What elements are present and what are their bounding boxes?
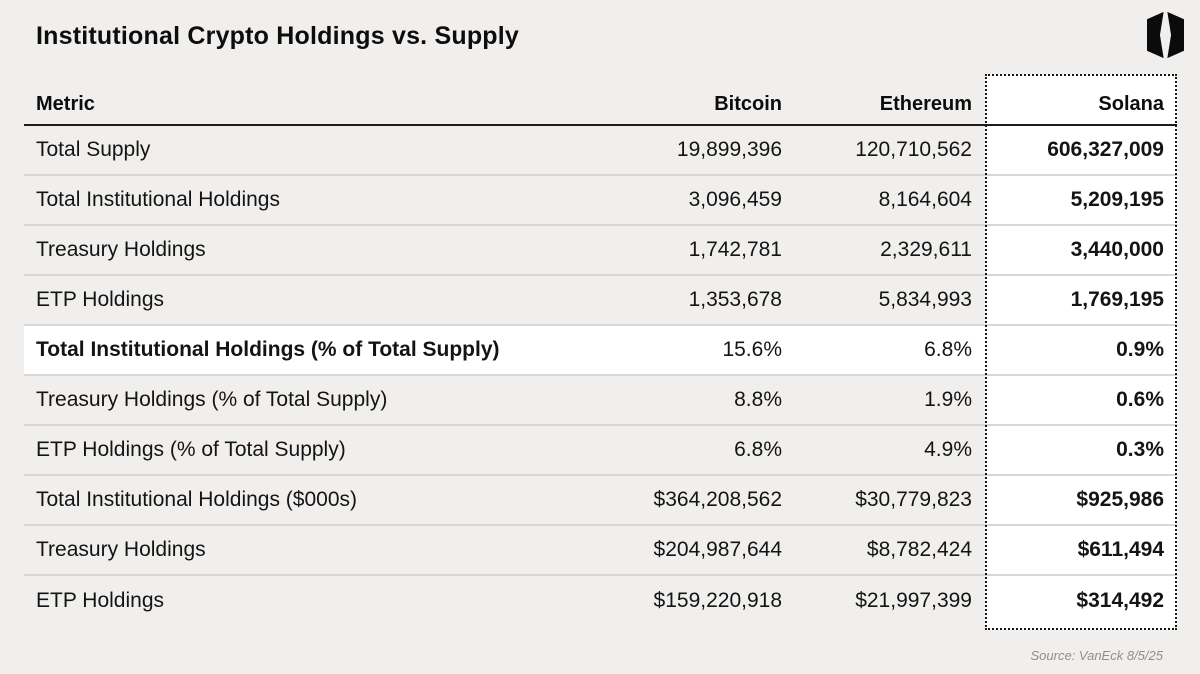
metric-cell: Total Institutional Holdings ($000s): [36, 488, 358, 511]
source-note: Source: VanEck 8/5/25: [1030, 648, 1164, 663]
column-header-metric: Metric: [36, 92, 95, 115]
solana-value-cell: $611,494: [1077, 538, 1164, 561]
table-row: ETP Holdings $159,220,918 $21,997,399 $314,…: [24, 576, 1177, 626]
solana-value-cell: 0.9%: [1116, 338, 1164, 361]
table-row: Treasury Holdings 1,742,781 2,329,611 3,440…: [24, 226, 1177, 276]
table-rows: Total Supply 19,899,396 120,710,562 606,327…: [24, 126, 1177, 626]
column-header-solana: Solana: [1098, 92, 1164, 115]
ethereum-value-cell: 6.8%: [924, 338, 972, 361]
bitcoin-value-cell: 6.8%: [734, 438, 782, 461]
ethereum-value-cell: $21,997,399: [855, 589, 972, 612]
table-row: Treasury Holdings $204,987,644 $8,782,424 $…: [24, 526, 1177, 576]
metric-cell: Treasury Holdings: [36, 238, 206, 261]
column-header-bitcoin: Bitcoin: [714, 92, 782, 115]
table-row: ETP Holdings (% of Total Supply) 6.8% 4.9%…: [24, 426, 1177, 476]
bitcoin-value-cell: 3,096,459: [688, 188, 782, 211]
vaneck-logo-icon: [1147, 10, 1184, 60]
bitcoin-value-cell: $204,987,644: [653, 538, 782, 561]
metric-cell: Total Institutional Holdings: [36, 188, 280, 211]
ethereum-value-cell: 120,710,562: [855, 138, 972, 161]
metric-cell: ETP Holdings: [36, 288, 165, 311]
table-row: Treasury Holdings (% of Total Supply) 8.8…: [24, 376, 1177, 426]
ethereum-value-cell: 8,164,604: [878, 188, 972, 211]
bitcoin-value-cell: 8.8%: [734, 388, 782, 411]
bitcoin-value-cell: 1,742,781: [688, 238, 782, 261]
metric-cell: Total Institutional Holdings (% of Total…: [36, 338, 500, 361]
ethereum-value-cell: 2,329,611: [880, 238, 972, 261]
solana-value-cell: 1,769,195: [1070, 288, 1164, 311]
table-row: ETP Holdings 1,353,678 5,834,993 1,769,195: [24, 276, 1177, 326]
metric-cell: ETP Holdings (% of Total Supply): [36, 438, 346, 461]
holdings-table: Metric Bitcoin Ethereum Solana Total Sup…: [24, 84, 1177, 626]
bitcoin-value-cell: 1,353,678: [688, 288, 782, 311]
metric-cell: ETP Holdings: [36, 589, 165, 612]
metric-cell: Treasury Holdings (% of Total Supply): [36, 388, 388, 411]
column-header-ethereum: Ethereum: [879, 92, 972, 115]
table-row: Total Institutional Holdings (% of Total…: [24, 326, 1177, 376]
solana-value-cell: 0.6%: [1116, 388, 1164, 411]
solana-value-cell: $925,986: [1076, 488, 1164, 511]
ethereum-value-cell: $8,782,424: [866, 538, 972, 561]
table-header-row: Metric Bitcoin Ethereum Solana: [24, 84, 1177, 126]
ethereum-value-cell: $30,779,823: [855, 488, 972, 511]
solana-value-cell: 606,327,009: [1047, 138, 1164, 161]
bitcoin-value-cell: $159,220,918: [653, 589, 782, 612]
solana-value-cell: 3,440,000: [1070, 238, 1164, 261]
solana-value-cell: 5,209,195: [1070, 188, 1164, 211]
ethereum-value-cell: 5,834,993: [878, 288, 972, 311]
bitcoin-value-cell: $364,208,562: [653, 488, 782, 511]
bitcoin-value-cell: 19,899,396: [676, 138, 782, 161]
ethereum-value-cell: 1.9%: [924, 388, 972, 411]
solana-value-cell: $314,492: [1076, 589, 1164, 612]
ethereum-value-cell: 4.9%: [924, 438, 972, 461]
bitcoin-value-cell: 15.6%: [722, 338, 782, 361]
metric-cell: Total Supply: [36, 138, 151, 161]
table-row: Total Institutional Holdings ($000s) $364…: [24, 476, 1177, 526]
table-row: Total Institutional Holdings 3,096,459 8,1…: [24, 176, 1177, 226]
table-row: Total Supply 19,899,396 120,710,562 606,327…: [24, 126, 1177, 176]
metric-cell: Treasury Holdings: [36, 538, 206, 561]
solana-value-cell: 0.3%: [1116, 438, 1164, 461]
page-title: Institutional Crypto Holdings vs. Supply: [36, 22, 520, 50]
